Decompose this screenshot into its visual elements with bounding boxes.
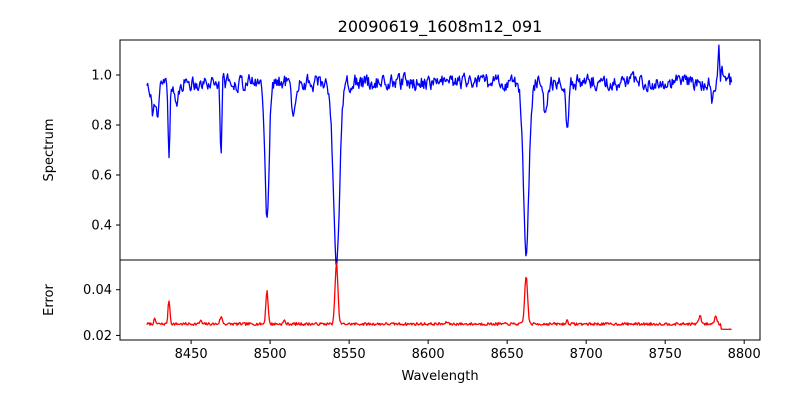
error-y-axis-label: Error — [42, 284, 57, 316]
x-tick-label: 8550 — [333, 347, 366, 362]
error-axes-frame — [119, 259, 761, 341]
spectrum-y-axis: 0.4 0.6 0.8 1.0 — [91, 69, 120, 234]
x-tick-label: 8600 — [412, 347, 445, 362]
spectrum-y-tick-label: 0.8 — [91, 119, 112, 134]
error-y-tick-label: 0.02 — [83, 329, 112, 344]
x-tick-label: 8450 — [175, 347, 208, 362]
spectrum-y-axis-label: Spectrum — [42, 119, 57, 182]
spectrum-axes-frame — [119, 39, 761, 261]
error-panel: 0.02 0.04 Error — [42, 259, 761, 344]
x-tick-label: 8800 — [728, 347, 761, 362]
x-tick-label: 8700 — [570, 347, 603, 362]
x-axis-label: Wavelength — [401, 369, 478, 384]
spectrum-series-line — [146, 44, 733, 268]
x-axis: 8450 8500 8550 8600 8650 8700 8750 8800 — [175, 340, 761, 362]
spectrum-y-tick-label: 0.6 — [91, 169, 112, 184]
chart-title: 20090619_1608m12_091 — [338, 17, 543, 37]
spectrum-y-tick-label: 1.0 — [91, 69, 112, 84]
spectrum-y-tick-label: 0.4 — [91, 219, 112, 234]
error-series-line — [146, 262, 732, 331]
spectrum-panel: 0.4 0.6 0.8 1.0 Spectrum — [42, 39, 761, 268]
x-tick-label: 8750 — [649, 347, 682, 362]
error-y-tick-label: 0.04 — [83, 283, 112, 298]
x-tick-label: 8650 — [491, 347, 524, 362]
x-tick-label: 8500 — [254, 347, 287, 362]
error-y-axis: 0.02 0.04 — [83, 283, 120, 344]
